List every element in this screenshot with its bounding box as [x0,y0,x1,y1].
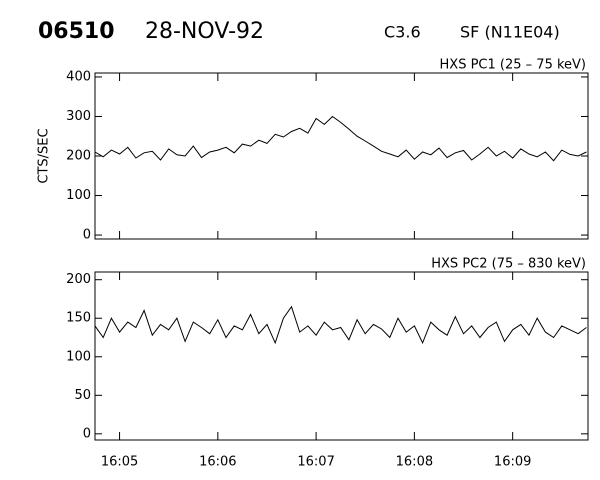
y-tick-label: 0 [83,228,91,243]
y-tick-label: 100 [66,349,91,364]
event-id: 06510 [38,19,115,44]
y-axis-label: CTS/SEC [37,128,52,183]
y-tick-label: 50 [74,388,91,403]
y-tick-label: 400 [66,69,91,84]
panel-title: HXS PC2 (75 – 830 keV) [431,257,586,272]
panel-title: HXS PC1 (25 – 75 keV) [440,58,586,73]
x-tick-label: 16:06 [199,455,236,470]
plot-frame [94,271,589,441]
x-tick-label: 16:07 [297,455,334,470]
y-tick-label: 200 [66,272,91,287]
x-tick-label: 16:05 [101,455,138,470]
y-tick-label: 200 [66,149,91,164]
y-tick-label: 0 [83,426,91,441]
x-tick-label: 16:08 [396,455,433,470]
flare-class: C3.6 [384,23,421,42]
data-line [94,115,587,162]
y-tick-label: 300 [66,109,91,124]
data-line [94,305,587,345]
y-tick-label: 100 [66,188,91,203]
x-tick-label: 16:09 [494,455,531,470]
y-tick-label: 150 [66,311,91,326]
date: 28-NOV-92 [145,19,264,44]
flare-location: SF (N11E04) [460,23,560,42]
